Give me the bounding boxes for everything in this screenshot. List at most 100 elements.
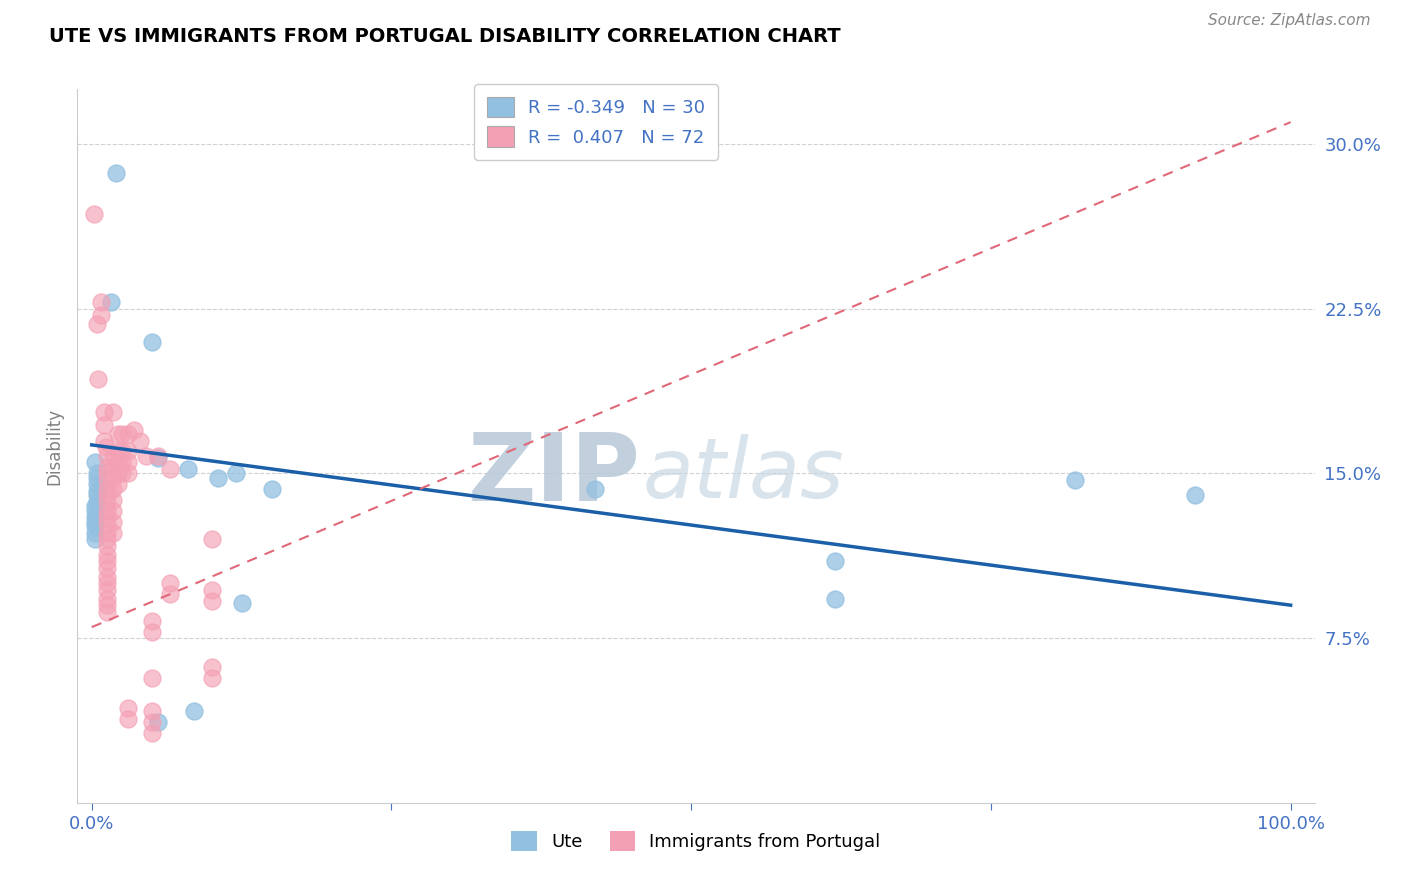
Point	[84, 510, 107, 524]
Point	[96, 605, 118, 619]
Point	[107, 426, 129, 441]
Point	[107, 467, 129, 481]
Point	[141, 624, 163, 639]
Point	[86, 483, 108, 498]
Point	[94, 440, 117, 454]
Point	[103, 405, 125, 419]
Point	[141, 704, 163, 718]
Point	[111, 444, 134, 458]
Point	[201, 533, 224, 547]
Point	[207, 471, 229, 485]
Point	[96, 510, 118, 524]
Point	[141, 334, 163, 349]
Point	[146, 714, 169, 729]
Point	[96, 591, 118, 606]
Point	[111, 467, 134, 481]
Legend: Ute, Immigrants from Portugal: Ute, Immigrants from Portugal	[505, 823, 887, 858]
Point	[183, 704, 205, 718]
Point	[86, 495, 108, 509]
Point	[86, 317, 108, 331]
Point	[96, 539, 118, 553]
Point	[824, 591, 846, 606]
Point	[103, 459, 125, 474]
Point	[96, 582, 118, 597]
Point	[231, 596, 253, 610]
Point	[141, 614, 163, 628]
Text: UTE VS IMMIGRANTS FROM PORTUGAL DISABILITY CORRELATION CHART: UTE VS IMMIGRANTS FROM PORTUGAL DISABILI…	[49, 27, 841, 45]
Point	[103, 492, 125, 507]
Point	[86, 372, 108, 386]
Point	[824, 554, 846, 568]
Point	[225, 467, 247, 481]
Point	[93, 405, 115, 419]
Point	[96, 495, 118, 509]
Point	[96, 504, 118, 518]
Point	[103, 525, 125, 540]
Point	[260, 482, 283, 496]
Point	[86, 467, 108, 481]
Point	[103, 471, 125, 485]
Point	[96, 473, 118, 487]
Point	[117, 712, 139, 726]
Point	[96, 449, 118, 463]
Point	[201, 671, 224, 685]
Point	[90, 309, 112, 323]
Point	[201, 594, 224, 608]
Point	[128, 434, 150, 448]
Point	[96, 482, 118, 496]
Point	[84, 533, 107, 547]
Point	[117, 455, 139, 469]
Point	[159, 576, 181, 591]
Point	[111, 426, 134, 441]
Text: Source: ZipAtlas.com: Source: ZipAtlas.com	[1208, 13, 1371, 29]
Point	[96, 533, 118, 547]
Point	[86, 471, 108, 485]
Point	[96, 488, 118, 502]
Point	[84, 455, 107, 469]
Point	[583, 482, 606, 496]
Point	[201, 582, 224, 597]
Y-axis label: Disability: Disability	[45, 408, 63, 484]
Point	[141, 714, 163, 729]
Point	[1184, 488, 1206, 502]
Point	[107, 455, 129, 469]
Point	[96, 598, 118, 612]
Point	[90, 295, 112, 310]
Point	[96, 554, 118, 568]
Point	[117, 467, 139, 481]
Point	[93, 418, 115, 433]
Point	[146, 449, 169, 463]
Point	[86, 477, 108, 491]
Point	[159, 462, 181, 476]
Point	[96, 516, 118, 531]
Point	[135, 449, 157, 463]
Point	[100, 295, 122, 310]
Point	[103, 515, 125, 529]
Point	[103, 504, 125, 518]
Text: ZIP: ZIP	[467, 428, 640, 521]
Point	[201, 659, 224, 673]
Text: atlas: atlas	[643, 434, 845, 515]
Point	[117, 444, 139, 458]
Point	[107, 444, 129, 458]
Point	[141, 671, 163, 685]
Point	[84, 515, 107, 529]
Point	[96, 569, 118, 583]
Point	[83, 207, 105, 221]
Point	[141, 725, 163, 739]
Point	[96, 548, 118, 562]
Point	[111, 455, 134, 469]
Point	[84, 525, 107, 540]
Point	[122, 423, 145, 437]
Point	[96, 561, 118, 575]
Point	[103, 449, 125, 463]
Point	[103, 482, 125, 496]
Point	[176, 462, 198, 476]
Point	[84, 504, 107, 518]
Point	[117, 701, 139, 715]
Point	[107, 477, 129, 491]
Point	[117, 426, 139, 441]
Point	[1063, 473, 1085, 487]
Point	[96, 576, 118, 591]
Point	[84, 519, 107, 533]
